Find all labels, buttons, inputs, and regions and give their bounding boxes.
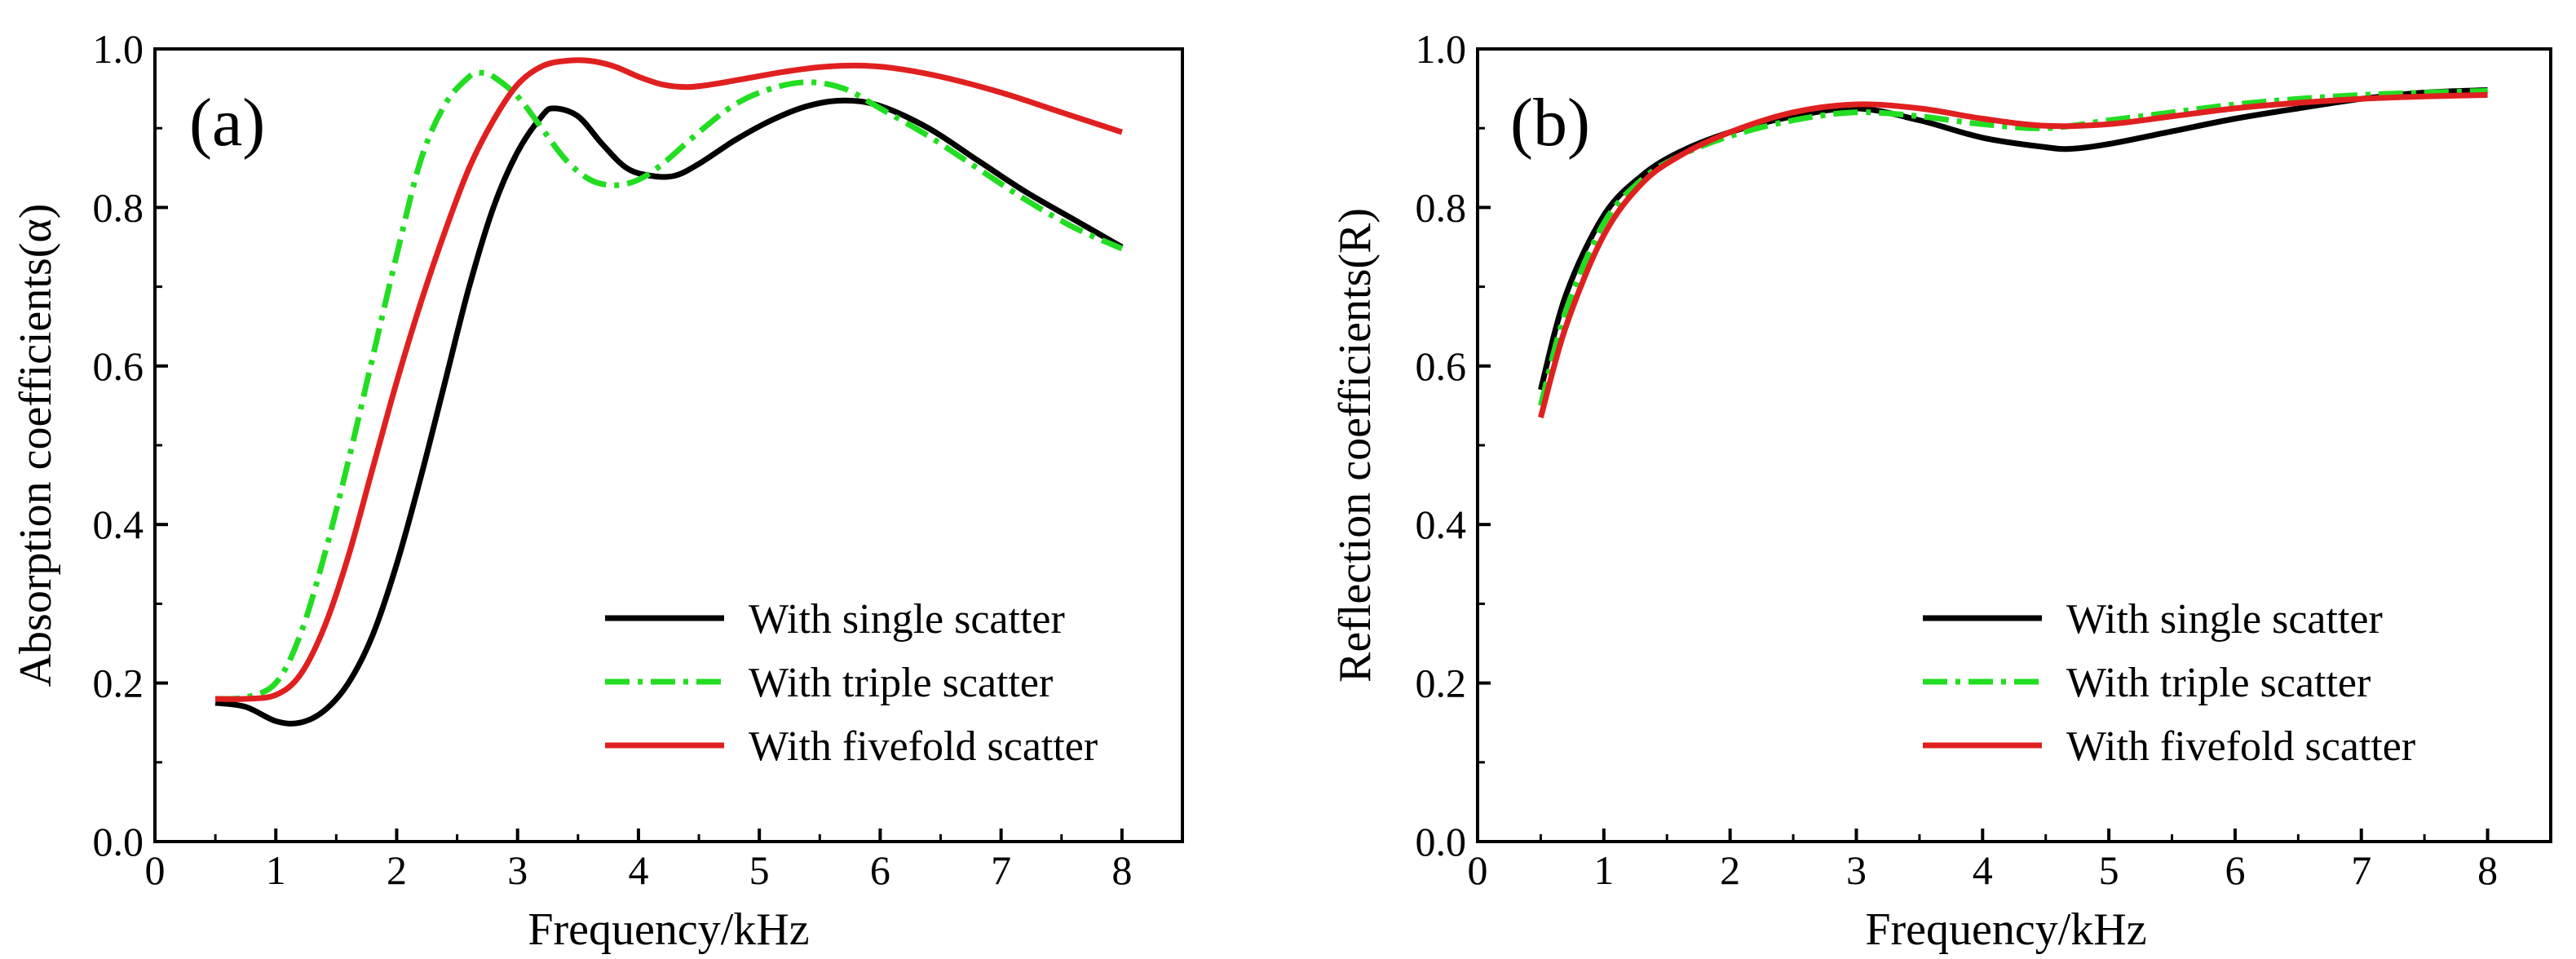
chart-panel-b: 0 1 2 3 4 5 6 7 8 0.0 0.2 0.4 0.6 0.8 1.0 (b) Frequenc…: [1330, 26, 2552, 955]
y-tick-label-a-4: 0.8: [93, 184, 144, 230]
x-tick-label-a-8: 8: [1111, 847, 1132, 893]
legend-label-fivefold-b: With fivefold scatter: [2066, 723, 2415, 770]
x-tick-label-b-1: 1: [1593, 847, 1614, 893]
x-tick-label-a-0: 0: [145, 847, 166, 893]
series-line-fivefold-a: [215, 57, 1123, 702]
y-tick-label-a-1: 0.2: [93, 661, 144, 706]
legend-b: With single scatter With triple scatter …: [1923, 596, 2415, 770]
y-axis-title-a: Absorption coefficients(α): [11, 204, 61, 687]
series-group-b: [1538, 87, 2488, 418]
x-axis-title-b: Frequency/kHz: [1865, 904, 2146, 955]
y-axis-title-b: Reflection coefficients(R): [1330, 208, 1381, 683]
panel-label-b: (b): [1510, 85, 1590, 161]
y-tick-label-a-2: 0.4: [93, 502, 144, 547]
chart-panel-a: 0 1 2 3 4 5 6 7 8 0.0 0.2 0.4 0.6 0.8 1.0 (a) Frequenc…: [11, 26, 1184, 955]
series-line-fivefold-b: [1538, 91, 2488, 418]
y-tick-label-b-0: 0.0: [1416, 819, 1467, 864]
legend-label-triple-a: With triple scatter: [749, 660, 1053, 706]
y-tick-label-b-4: 0.8: [1416, 184, 1467, 230]
panel-label-a: (a): [189, 85, 265, 161]
legend-label-fivefold-a: With fivefold scatter: [749, 723, 1098, 770]
series-group-a: [214, 57, 1124, 727]
series-line-triple-a: [214, 69, 1124, 702]
y-tick-label-b-3: 0.6: [1416, 343, 1467, 389]
y-tick-label-b-2: 0.4: [1416, 502, 1467, 547]
y-tick-label-a-3: 0.6: [93, 343, 144, 389]
x-tick-label-b-6: 6: [2225, 847, 2245, 893]
x-tick-label-b-3: 3: [1846, 847, 1867, 893]
series-line-single-b: [1538, 87, 2488, 391]
legend-label-single-a: With single scatter: [749, 596, 1065, 643]
x-tick-label-b-5: 5: [2099, 847, 2119, 893]
ticks-a: 0 1 2 3 4 5 6 7 8 0.0 0.2 0.4 0.6 0.8 1.0: [93, 26, 1133, 893]
y-tick-label-b-1: 0.2: [1416, 661, 1467, 706]
x-tick-label-b-0: 0: [1468, 847, 1488, 893]
x-tick-label-b-7: 7: [2351, 847, 2371, 893]
x-tick-label-a-7: 7: [991, 847, 1011, 893]
y-tick-label-a-5: 1.0: [93, 26, 144, 72]
series-line-triple-b: [1538, 88, 2488, 407]
x-tick-label-b-4: 4: [1973, 847, 1993, 893]
x-tick-label-a-4: 4: [628, 847, 648, 893]
legend-label-triple-b: With triple scatter: [2066, 660, 2371, 706]
x-tick-label-a-1: 1: [266, 847, 286, 893]
x-tick-label-a-5: 5: [749, 847, 770, 893]
legend-a: With single scatter With triple scatter …: [605, 596, 1098, 770]
y-tick-label-a-0: 0.0: [93, 819, 144, 864]
x-tick-label-a-6: 6: [870, 847, 890, 893]
x-tick-label-a-3: 3: [507, 847, 528, 893]
legend-label-single-b: With single scatter: [2066, 596, 2383, 643]
x-axis-title-a: Frequency/kHz: [528, 904, 809, 955]
x-tick-label-b-8: 8: [2477, 847, 2498, 893]
x-tick-label-b-2: 2: [1720, 847, 1740, 893]
ticks-b: 0 1 2 3 4 5 6 7 8 0.0 0.2 0.4 0.6 0.8 1.0: [1416, 26, 2499, 893]
y-tick-label-b-5: 1.0: [1416, 26, 1467, 72]
x-tick-label-a-2: 2: [387, 847, 407, 893]
